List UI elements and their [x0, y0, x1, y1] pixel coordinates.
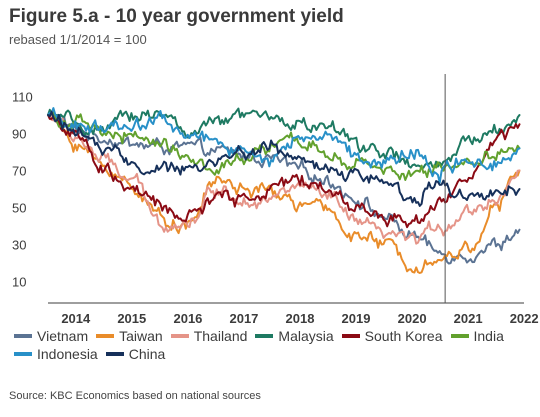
x-tick-label: 2022 — [510, 311, 539, 326]
legend-swatch — [96, 334, 115, 338]
legend-label: Thailand — [193, 328, 248, 344]
x-tick-label: 2015 — [117, 311, 146, 326]
series-line-south-korea — [47, 114, 521, 229]
legend-swatch — [14, 334, 32, 338]
x-tick-label: 2021 — [454, 311, 483, 326]
x-tick-label: 2014 — [61, 311, 91, 326]
legend-label: India — [473, 328, 504, 344]
legend-item: India — [450, 328, 504, 344]
legend-label: China — [128, 346, 166, 362]
x-tick-label: 2020 — [398, 311, 427, 326]
series-line-china — [47, 110, 521, 207]
legend-label: Taiwan — [119, 328, 163, 344]
x-tick-label: 2019 — [342, 311, 371, 326]
series-line-vietnam — [47, 110, 521, 265]
series-line-malaysia — [47, 107, 521, 169]
chart-legend: Vietnam Taiwan Thailand Malaysia South Korea… — [14, 328, 534, 362]
x-tick-label: 2016 — [173, 311, 202, 326]
legend-swatch — [105, 352, 124, 356]
legend-label: Vietnam — [37, 328, 89, 344]
legend-item: China — [105, 346, 166, 362]
legend-item: Indonesia — [14, 346, 98, 362]
legend-item: Thailand — [170, 328, 248, 344]
y-tick-label: 30 — [12, 238, 26, 253]
x-tick-label: 2018 — [286, 311, 315, 326]
series-line-thailand — [47, 111, 521, 245]
legend-swatch — [170, 334, 189, 338]
chart-title: Figure 5.a - 10 year government yield — [9, 6, 344, 27]
x-tick-label: 2017 — [229, 311, 258, 326]
series-line-india — [47, 110, 521, 181]
legend-swatch — [450, 334, 469, 338]
chart-subtitle: rebased 1/1/2014 = 100 — [9, 32, 147, 47]
y-tick-label: 50 — [12, 201, 26, 216]
legend-item: Vietnam — [14, 328, 88, 344]
legend-label: Malaysia — [278, 328, 334, 344]
y-tick-label: 110 — [12, 90, 33, 105]
legend-swatch — [255, 334, 274, 338]
legend-label: South Korea — [364, 328, 443, 344]
y-tick-label: 70 — [12, 164, 26, 179]
chart-source: Source: KBC Economics based on national … — [9, 390, 261, 402]
legend-item: Taiwan — [96, 328, 163, 344]
legend-swatch — [14, 352, 32, 356]
y-tick-label: 90 — [12, 127, 26, 142]
legend-label: Indonesia — [37, 346, 98, 362]
y-tick-label: 10 — [12, 275, 26, 290]
line-chart: 10 30 50 70 90 110 2014 2015 2016 2017 2018 2019 202… — [12, 74, 539, 326]
legend-item: South Korea — [341, 328, 443, 344]
legend-item: Malaysia — [255, 328, 334, 344]
series-line-indonesia — [47, 107, 521, 184]
legend-swatch — [341, 334, 360, 338]
